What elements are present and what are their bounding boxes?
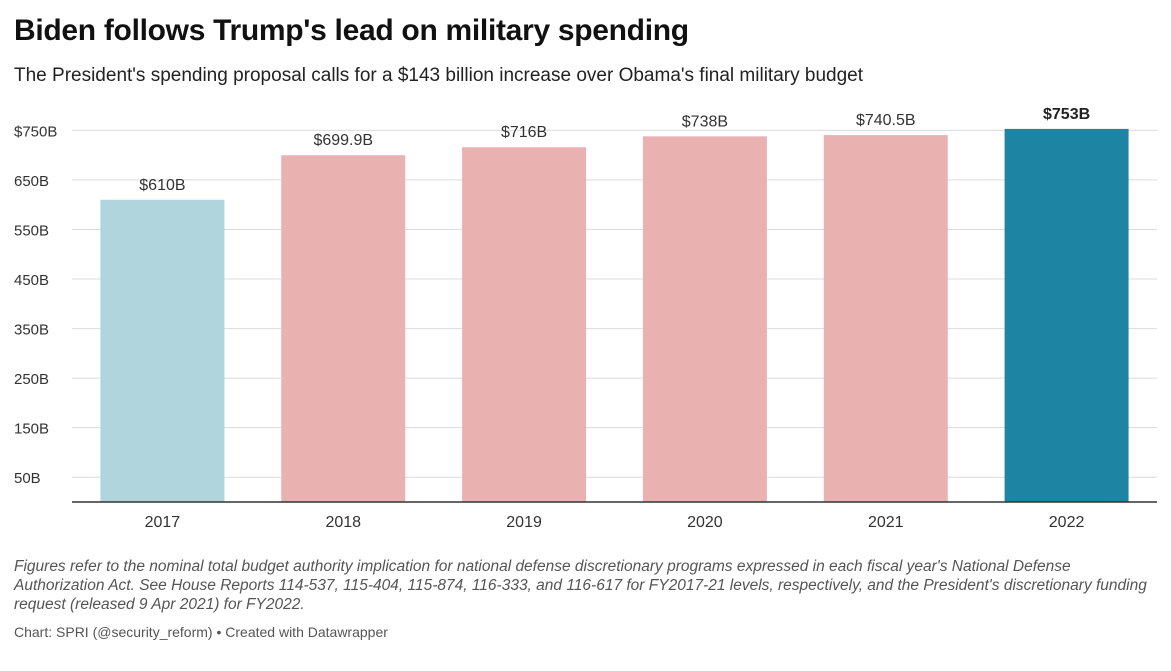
x-tick-label: 2018: [325, 514, 361, 531]
y-axis-labels: 50B 150B 250B 350B 450B 550B 650B $750B: [14, 123, 57, 487]
bar-2021: [823, 135, 948, 503]
bar-2019: [462, 147, 587, 502]
bars: [100, 128, 1129, 503]
y-tick-label: 350B: [14, 322, 49, 339]
gridlines: [72, 129, 1157, 478]
value-label: $753B: [1043, 106, 1090, 123]
x-tick-label: 2020: [687, 514, 723, 531]
x-tick-label: 2019: [506, 514, 542, 531]
y-tick-label: 50B: [14, 470, 41, 487]
y-tick-label: 150B: [14, 421, 49, 438]
y-tick-label: 650B: [14, 173, 49, 190]
x-axis-labels: 2017 2018 2019 2020 2021 2022: [145, 514, 1085, 531]
x-tick-label: 2021: [868, 514, 904, 531]
chart-credit: Chart: SPRI (@security_reform) • Created…: [14, 624, 388, 640]
chart-title: Biden follows Trump's lead on military s…: [14, 14, 689, 47]
value-label: $716B: [501, 124, 547, 141]
value-label: $740.5B: [856, 112, 916, 129]
footnote: Figures refer to the nominal total budge…: [14, 558, 1147, 613]
y-tick-label: $750B: [14, 123, 57, 140]
x-tick-label: 2022: [1049, 514, 1085, 531]
y-tick-label: 250B: [14, 371, 49, 388]
bar-2022: [1004, 128, 1129, 503]
y-tick-label: 450B: [14, 272, 49, 289]
bar-2020: [642, 136, 767, 503]
bar-2018: [281, 155, 406, 502]
x-tick-label: 2017: [145, 514, 181, 531]
value-label: $610B: [139, 177, 185, 194]
bar-2017: [100, 199, 225, 503]
y-tick-label: 550B: [14, 222, 49, 239]
value-label: $738B: [682, 113, 728, 130]
value-labels: $610B $699.9B $716B $738B $740.5B $753B: [139, 106, 1090, 194]
chart-subtitle: The President's spending proposal calls …: [14, 65, 863, 86]
value-label: $699.9B: [313, 132, 373, 149]
